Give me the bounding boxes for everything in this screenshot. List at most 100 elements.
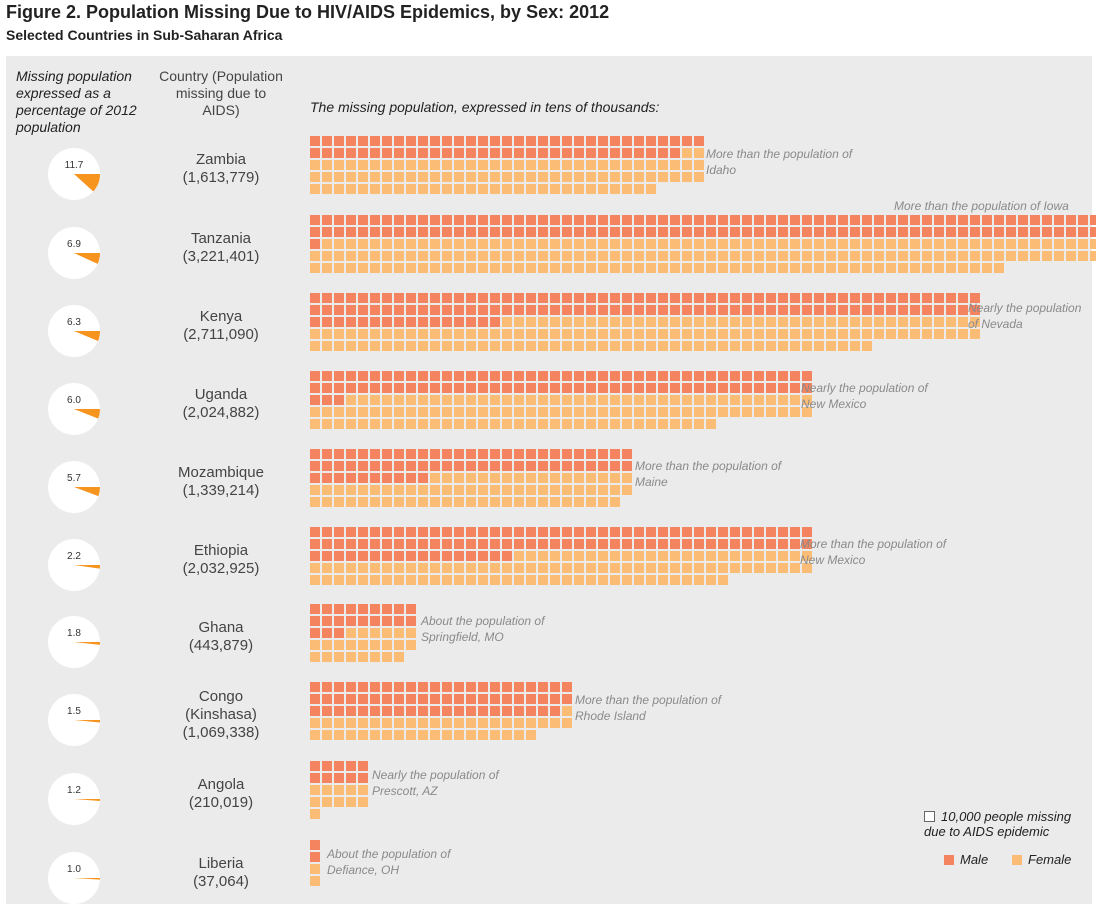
country-kenya-male-square	[850, 293, 860, 303]
country-kenya-male-square	[490, 305, 500, 315]
country-zambia-female-square	[394, 184, 404, 194]
header-country: Country (Population missing due to AIDS)	[159, 68, 283, 118]
country-tanzania-female-square	[742, 263, 752, 273]
country-zambia-female-square	[622, 184, 632, 194]
country-uganda-female-square	[406, 407, 416, 417]
country-uganda-label: Uganda (2,024,882)	[156, 386, 286, 422]
country-tanzania-female-square	[550, 239, 560, 249]
country-zambia-male-square	[466, 148, 476, 158]
country-zambia-male-square	[382, 148, 392, 158]
country-kenya-male-square	[394, 317, 404, 327]
country-zambia-female-square	[394, 160, 404, 170]
country-uganda-female-square	[586, 419, 596, 429]
country-zambia-female-square	[454, 160, 464, 170]
country-tanzania-female-square	[910, 239, 920, 249]
country-congo-kinshasa-male-square	[310, 682, 320, 692]
country-uganda-female-square	[538, 407, 548, 417]
country-ethiopia-pct-label: 2.2	[67, 551, 81, 562]
country-ethiopia-female-square	[466, 575, 476, 585]
country-ghana-male-square	[334, 628, 344, 638]
country-zambia-male-square	[502, 148, 512, 158]
country-kenya-female-square	[526, 317, 536, 327]
country-uganda-female-square	[502, 407, 512, 417]
country-ethiopia-female-square	[742, 551, 752, 561]
country-ghana-male-square	[322, 628, 332, 638]
country-tanzania-female-square	[934, 239, 944, 249]
country-congo-kinshasa-male-square	[310, 694, 320, 704]
country-tanzania-female-square	[790, 239, 800, 249]
country-tanzania-male-square	[1006, 215, 1016, 225]
country-uganda-male-square	[322, 395, 332, 405]
country-kenya-male-square	[418, 317, 428, 327]
country-angola-male-square	[322, 761, 332, 771]
country-tanzania-female-square	[994, 239, 1004, 249]
country-zambia-female-square	[550, 172, 560, 182]
country-tanzania-female-square	[334, 251, 344, 261]
country-tanzania-female-square	[646, 239, 656, 249]
country-ethiopia-female-square	[670, 563, 680, 573]
country-kenya-female-square	[730, 317, 740, 327]
country-zambia-male-square	[610, 148, 620, 158]
country-mozambique-male-square	[490, 449, 500, 459]
country-ethiopia-male-square	[754, 527, 764, 537]
country-kenya-male-square	[910, 305, 920, 315]
country-zambia-male-square	[622, 148, 632, 158]
country-kenya-female-square	[802, 341, 812, 351]
country-zambia-female-square	[430, 160, 440, 170]
country-tanzania-female-square	[946, 239, 956, 249]
country-kenya-female-square	[418, 341, 428, 351]
country-ethiopia-male-square	[634, 527, 644, 537]
country-congo-kinshasa-male-square	[358, 706, 368, 716]
country-tanzania-female-square	[1042, 251, 1052, 261]
country-angola-name: Angola	[197, 776, 245, 793]
country-ethiopia-male-square	[334, 527, 344, 537]
country-zambia-female-square	[430, 172, 440, 182]
country-congo-kinshasa-male-square	[526, 682, 536, 692]
country-uganda-female-square	[394, 395, 404, 405]
country-mozambique-female-square	[478, 485, 488, 495]
country-ethiopia-female-square	[526, 551, 536, 561]
country-tanzania-male-square	[586, 215, 596, 225]
country-ethiopia-male-square	[766, 527, 776, 537]
country-tanzania-female-square	[982, 239, 992, 249]
country-congo-kinshasa-female-square	[514, 730, 524, 740]
country-angola-comparison-note: Nearly the population of Prescott, AZ	[372, 768, 499, 798]
country-tanzania-male-square	[610, 215, 620, 225]
country-kenya-female-square	[502, 341, 512, 351]
country-mozambique-male-square	[358, 473, 368, 483]
country-uganda-male-square	[778, 371, 788, 381]
country-congo-kinshasa-male-square	[478, 682, 488, 692]
country-uganda-male-square	[502, 383, 512, 393]
country-tanzania-female-square	[922, 239, 932, 249]
country-mozambique-female-square	[562, 485, 572, 495]
country-tanzania-male-square	[838, 227, 848, 237]
country-angola-waffle	[310, 761, 368, 819]
country-zambia-female-square	[478, 184, 488, 194]
country-ethiopia-male-square	[334, 539, 344, 549]
country-uganda-female-square	[802, 407, 812, 417]
country-kenya-male-square	[466, 317, 476, 327]
country-tanzania-female-square	[658, 239, 668, 249]
country-uganda-male-square	[694, 371, 704, 381]
country-angola-missing-count: (210,019)	[188, 794, 254, 811]
country-congo-kinshasa-male-square	[370, 682, 380, 692]
country-ethiopia-male-square	[370, 527, 380, 537]
country-congo-kinshasa-male-square	[394, 706, 404, 716]
country-ethiopia-female-square	[418, 575, 428, 585]
country-mozambique-female-square	[586, 497, 596, 507]
country-mozambique-female-square	[574, 473, 584, 483]
country-angola-female-square	[346, 785, 356, 795]
country-tanzania-female-square	[466, 239, 476, 249]
country-tanzania-female-square	[514, 251, 524, 261]
country-tanzania-female-square	[730, 263, 740, 273]
country-ethiopia-male-square	[730, 539, 740, 549]
country-uganda-male-square	[574, 383, 584, 393]
country-kenya-male-square	[334, 317, 344, 327]
country-uganda-male-square	[466, 383, 476, 393]
country-ethiopia-female-square	[490, 563, 500, 573]
country-kenya-male-square	[646, 293, 656, 303]
country-kenya-male-square	[514, 305, 524, 315]
country-mozambique-male-square	[562, 449, 572, 459]
country-mozambique-male-square	[346, 449, 356, 459]
country-zambia-female-square	[322, 160, 332, 170]
